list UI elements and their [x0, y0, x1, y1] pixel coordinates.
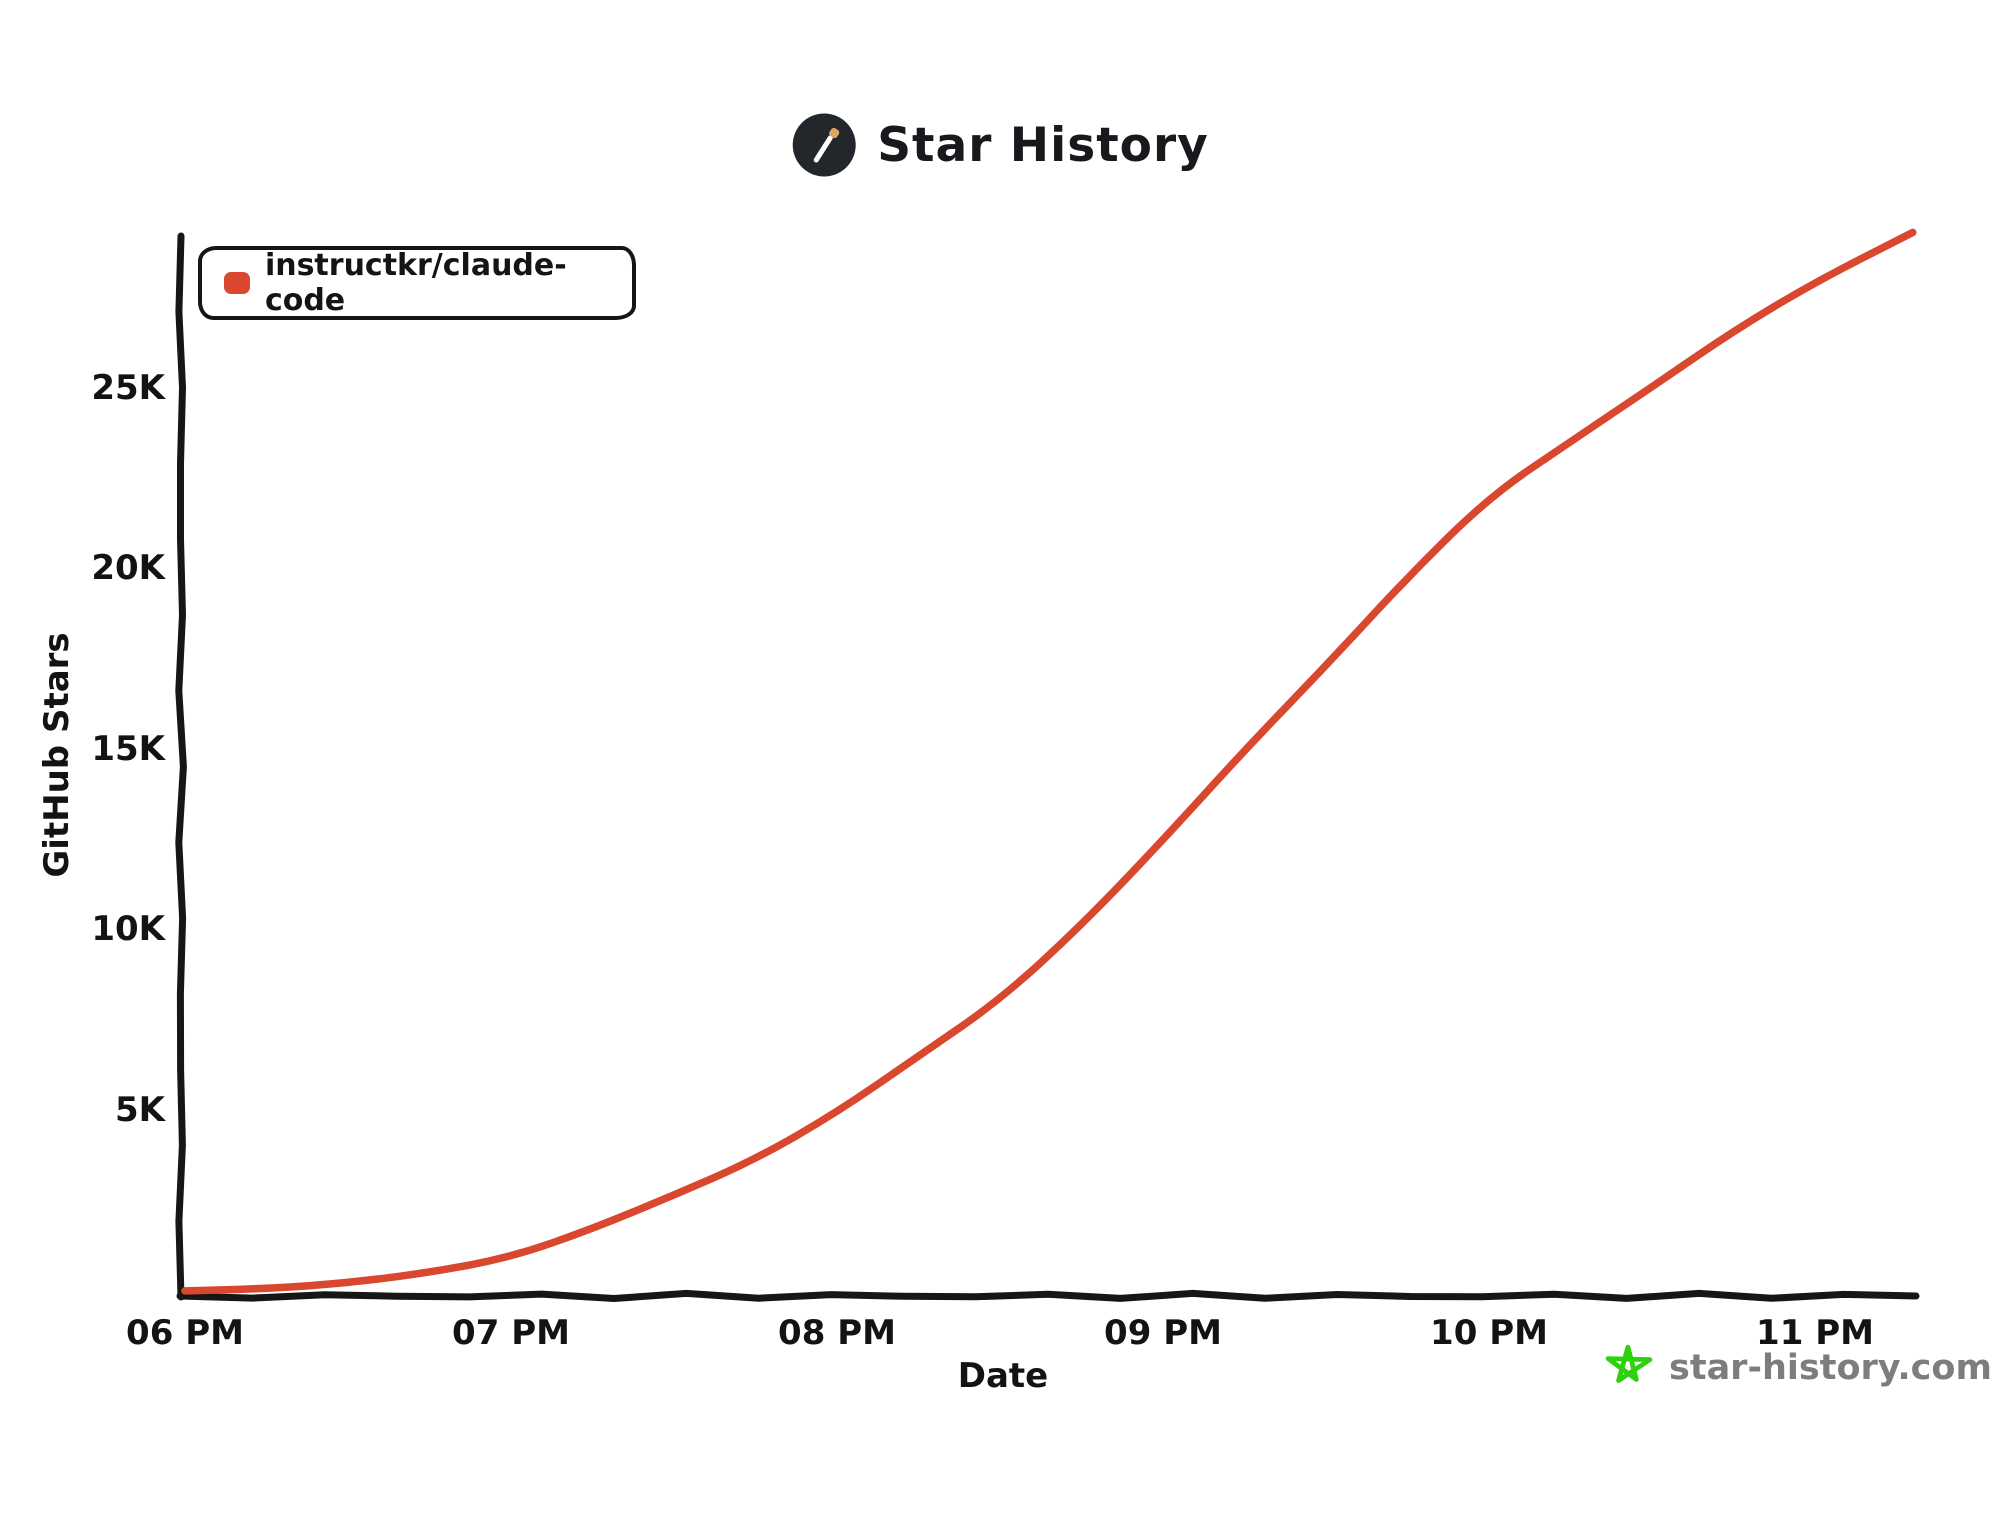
watermark-text: star-history.com [1669, 1348, 1992, 1388]
y-tick-25k: 25K [91, 368, 165, 408]
watermark-link[interactable]: star-history.com [1605, 1344, 1992, 1392]
legend-series-label: instructkr/claude-code [264, 248, 567, 318]
x-tick-08pm: 08 PM [778, 1313, 896, 1353]
page-title: Star History [791, 112, 1209, 178]
star-history-logo-icon [791, 112, 857, 178]
y-axis-title: GitHub Stars [37, 632, 77, 878]
y-tick-20k: 20K [91, 548, 165, 588]
legend-series-marker [224, 272, 250, 294]
x-axis-line [176, 1289, 1920, 1302]
green-star-icon [1605, 1344, 1653, 1392]
legend-box: instructkr/claude-code [198, 246, 636, 320]
y-tick-10k: 10K [91, 909, 165, 949]
y-axis-line [175, 232, 187, 1301]
x-tick-10pm: 10 PM [1430, 1313, 1548, 1353]
x-tick-11pm: 11 PM [1756, 1313, 1874, 1353]
x-tick-09pm: 09 PM [1104, 1313, 1222, 1353]
page-title-text: Star History [877, 117, 1209, 173]
y-tick-15k: 15K [91, 729, 165, 769]
x-tick-07pm: 07 PM [452, 1313, 570, 1353]
series-line [181, 228, 1917, 1295]
y-tick-5k: 5K [114, 1090, 165, 1130]
x-tick-06pm: 06 PM [126, 1313, 244, 1353]
x-axis-title: Date [957, 1356, 1049, 1396]
